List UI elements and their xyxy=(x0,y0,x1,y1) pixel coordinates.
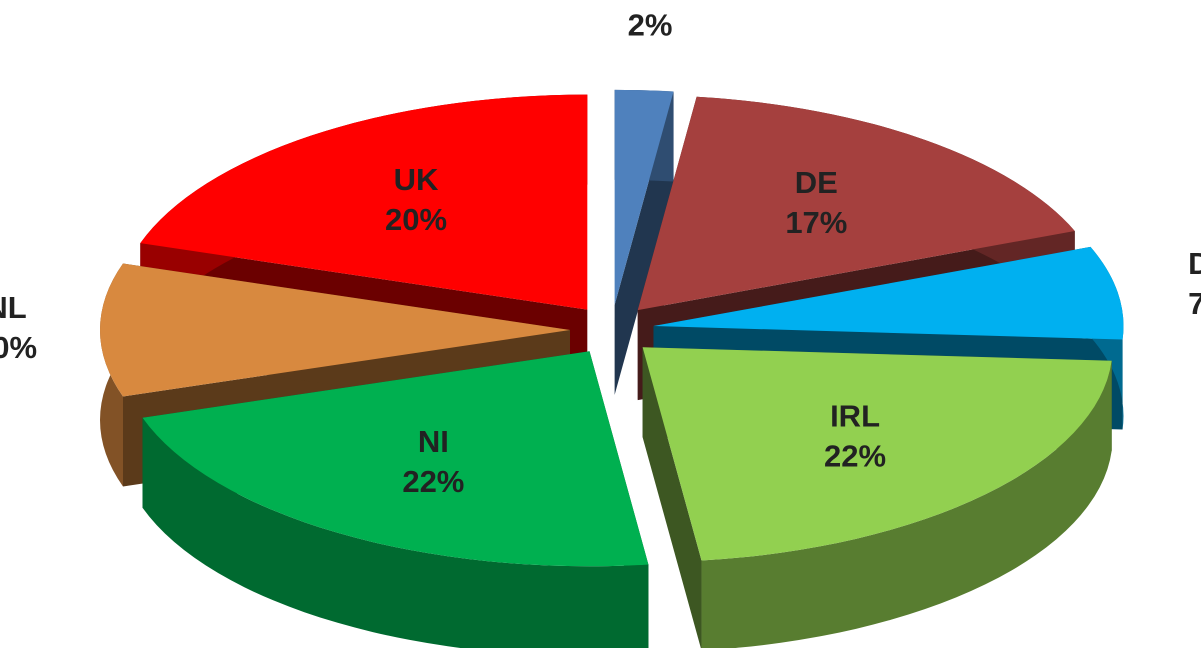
slice-value-label: 10% xyxy=(0,330,37,365)
slice xyxy=(614,89,674,305)
slice-label: NI xyxy=(418,424,449,459)
slice-label: IRL xyxy=(830,399,880,434)
slice-side xyxy=(642,347,702,648)
slice xyxy=(614,89,674,395)
slice-value-label: 22% xyxy=(402,464,464,499)
slice xyxy=(142,351,649,648)
slice-wall xyxy=(142,417,649,648)
slice-label: BE xyxy=(629,0,672,3)
slice-label: NL xyxy=(0,290,27,325)
slice xyxy=(642,347,1112,561)
slice-wall xyxy=(701,360,1112,648)
slice xyxy=(653,246,1124,340)
slice xyxy=(642,347,1112,648)
slice xyxy=(140,94,588,310)
slice-value-label: 17% xyxy=(785,205,847,240)
slice-value-label: 7% xyxy=(1188,286,1201,321)
slice-label: UK xyxy=(394,162,439,197)
slice-label: DE xyxy=(795,165,838,200)
slice xyxy=(637,96,1075,311)
slice-value-label: 20% xyxy=(385,202,447,237)
slice-label: DK xyxy=(1188,246,1201,281)
slice xyxy=(142,351,649,567)
slice-value-label: 2% xyxy=(628,8,673,43)
slice-value-label: 22% xyxy=(824,439,886,474)
slice xyxy=(99,263,570,397)
